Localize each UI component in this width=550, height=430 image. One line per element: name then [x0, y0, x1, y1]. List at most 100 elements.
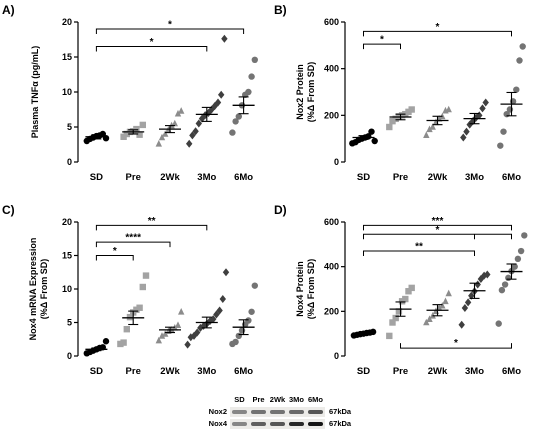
data-point	[229, 129, 236, 136]
data-point	[171, 119, 178, 127]
data-point	[439, 301, 446, 309]
panel-letter: A)	[2, 3, 15, 17]
data-point	[484, 270, 491, 279]
significance-label: **	[415, 242, 423, 253]
data-point	[516, 57, 523, 64]
significance-bracket: **	[363, 242, 475, 257]
significance-bracket: *	[95, 37, 208, 52]
data-point	[162, 130, 169, 137]
data-point	[174, 109, 182, 117]
data-point	[155, 336, 162, 344]
data-point	[142, 272, 150, 279]
y-tick-label: 20	[62, 217, 72, 227]
panel-letter: C)	[2, 203, 15, 217]
data-point	[219, 295, 226, 304]
y-tick-label: 0	[67, 351, 72, 361]
y-tick-label: 5	[67, 122, 72, 132]
blot-band	[232, 410, 247, 414]
data-point	[251, 282, 258, 289]
blot-protein-label: Nox4	[209, 419, 228, 428]
data-point	[461, 303, 469, 312]
data-point	[513, 86, 520, 93]
data-point	[189, 131, 196, 140]
blot-band	[308, 422, 323, 426]
data-point	[120, 339, 127, 346]
data-point	[221, 34, 228, 43]
y-tick-label: 10	[62, 284, 72, 294]
data-point	[519, 43, 526, 50]
y-tick-label: 15	[62, 52, 72, 62]
blot-band	[270, 410, 285, 414]
data-point	[458, 320, 465, 329]
data-point	[392, 314, 399, 322]
data-point	[500, 128, 507, 135]
y-axis-label: Nox4 Protein(%Δ From SD)	[295, 259, 316, 319]
data-point	[386, 332, 393, 340]
data-point	[426, 125, 433, 133]
y-tick-label: 200	[324, 110, 339, 120]
significance-label: **	[148, 216, 156, 227]
y-tick-label: 5	[67, 318, 72, 328]
category-label: 2Wk	[428, 172, 448, 183]
category-label: 2Wk	[160, 172, 180, 183]
panel-letter: B)	[274, 3, 287, 17]
significance-label: *	[436, 22, 440, 33]
blot-band	[289, 422, 304, 426]
western-blot: SD Pre 2Wk 3Mo 6Mo Nox2 67kDa Nox4 67kDa	[209, 395, 352, 429]
data-point	[232, 338, 239, 346]
data-point	[468, 291, 475, 300]
category-label: SD	[90, 366, 103, 377]
data-point	[505, 274, 512, 282]
data-point	[517, 247, 525, 255]
data-point	[408, 106, 415, 113]
y-axis-label: Nox2 Protein(%Δ From SD)	[295, 62, 316, 122]
category-label: Pre	[126, 366, 141, 377]
data-point	[158, 133, 166, 141]
data-point	[133, 125, 140, 133]
data-point	[136, 304, 143, 311]
data-point	[192, 127, 199, 136]
significance-bracket: *	[400, 338, 512, 349]
significance-bracket: *	[363, 35, 401, 50]
y-tick-label: 600	[324, 217, 339, 227]
y-tick-label: 200	[324, 306, 339, 316]
category-label: 6Mo	[502, 366, 521, 377]
data-point	[216, 306, 223, 315]
significance-label: ****	[125, 233, 141, 244]
data-point	[426, 315, 433, 322]
significance-bracket: *	[363, 22, 512, 37]
data-point	[501, 281, 509, 288]
data-point	[463, 127, 470, 136]
data-point	[214, 98, 222, 107]
data-point	[194, 328, 201, 337]
data-point	[474, 280, 481, 289]
y-tick-label: 400	[324, 64, 339, 74]
data-point	[408, 284, 415, 292]
data-point	[213, 310, 220, 319]
category-label: SD	[90, 172, 103, 183]
y-tick-label: 400	[324, 262, 339, 272]
data-point	[184, 340, 191, 349]
data-point	[511, 263, 518, 270]
data-point	[248, 308, 255, 315]
blot-band	[251, 410, 266, 414]
data-point	[368, 128, 375, 135]
y-axis-label: Plasma TNFα (pg/mL)	[30, 46, 40, 139]
data-point	[245, 317, 252, 324]
data-point	[445, 105, 452, 113]
blot-protein-label: Nox2	[209, 407, 227, 416]
data-point	[405, 288, 412, 295]
data-point	[186, 139, 193, 148]
data-point	[498, 286, 506, 294]
data-point	[117, 340, 124, 348]
data-point	[158, 332, 166, 339]
data-point	[395, 308, 403, 315]
category-label: Pre	[126, 172, 141, 183]
data-point	[442, 297, 449, 305]
y-tick-label: 10	[62, 87, 72, 97]
category-label: 2Wk	[428, 366, 448, 377]
y-tick-label: 0	[334, 351, 339, 361]
data-point	[123, 326, 130, 333]
y-tick-label: 0	[334, 157, 339, 167]
